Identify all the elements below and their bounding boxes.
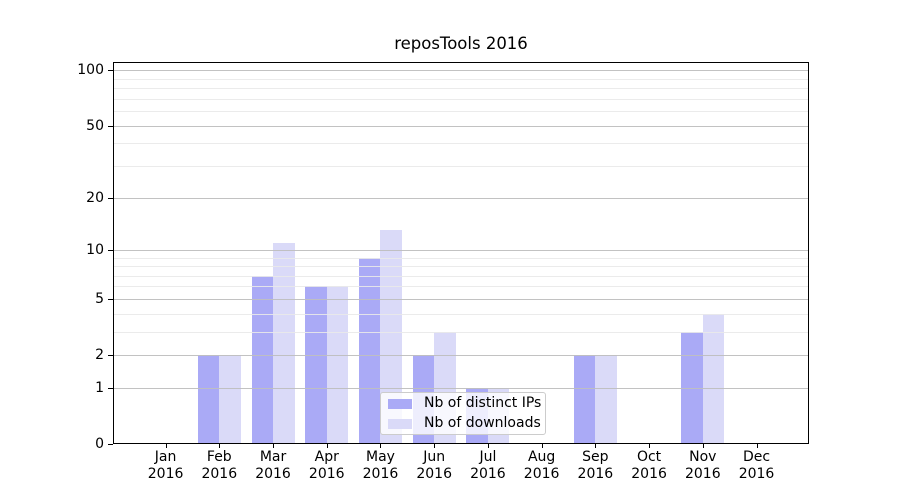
x-tick-mark [595,444,596,448]
x-tick-month: Dec [725,449,789,466]
gridline-major [113,355,809,356]
gridline-major [113,250,809,251]
x-tick-mark [166,444,167,448]
y-tick-mark [108,70,113,71]
x-tick-mark [488,444,489,448]
x-tick-mark [273,444,274,448]
gridline-major [113,126,809,127]
y-tick-mark [108,250,113,251]
y-tick-label: 5 [0,290,104,308]
gridline-minor [113,79,809,80]
y-tick-label: 20 [0,189,104,207]
x-tick-mark [757,444,758,448]
legend-item-downloads: Nb of downloads [388,415,538,432]
gridline-minor [113,332,809,333]
y-tick-label: 1 [0,379,104,397]
gridline-minor [113,143,809,144]
x-tick-label: Dec2016 [725,449,789,482]
gridline-minor [113,258,809,259]
gridline-minor [113,99,809,100]
gridline-major [113,70,809,71]
gridline-minor [113,276,809,277]
x-tick-mark [219,444,220,448]
x-tick-mark [380,444,381,448]
y-tick-label: 100 [0,61,104,79]
x-tick-mark [649,444,650,448]
figure: reposTools 2016 0125102050100Jan2016Feb2… [0,0,900,500]
legend: Nb of distinct IPs Nb of downloads [380,392,546,435]
y-tick-mark [108,388,113,389]
plot-area [113,62,809,444]
legend-swatch-downloads [388,419,412,429]
chart-title: reposTools 2016 [113,34,809,54]
y-tick-mark [108,126,113,127]
x-tick-mark [703,444,704,448]
gridline-minor [113,266,809,267]
legend-label-downloads: Nb of downloads [424,415,541,432]
y-tick-mark [108,355,113,356]
y-tick-label: 0 [0,435,104,453]
y-tick-mark [108,444,113,445]
y-tick-label: 50 [0,117,104,135]
x-tick-year: 2016 [725,466,789,483]
gridline-minor [113,166,809,167]
x-tick-mark [434,444,435,448]
gridline-minor [113,286,809,287]
gridline-minor [113,88,809,89]
x-tick-mark [327,444,328,448]
legend-item-distinct-ips: Nb of distinct IPs [388,395,538,412]
y-tick-label: 2 [0,346,104,364]
legend-swatch-distinct-ips [388,399,412,409]
y-tick-label: 10 [0,241,104,259]
x-tick-mark [542,444,543,448]
grid-layer [113,62,809,444]
gridline-major [113,388,809,389]
legend-label-distinct-ips: Nb of distinct IPs [424,395,541,412]
y-tick-mark [108,299,113,300]
gridline-minor [113,111,809,112]
gridline-major [113,198,809,199]
gridline-major [113,299,809,300]
y-tick-mark [108,198,113,199]
gridline-minor [113,314,809,315]
